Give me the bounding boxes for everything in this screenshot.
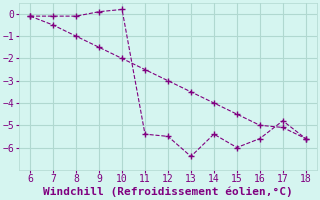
X-axis label: Windchill (Refroidissement éolien,°C): Windchill (Refroidissement éolien,°C): [43, 187, 293, 197]
